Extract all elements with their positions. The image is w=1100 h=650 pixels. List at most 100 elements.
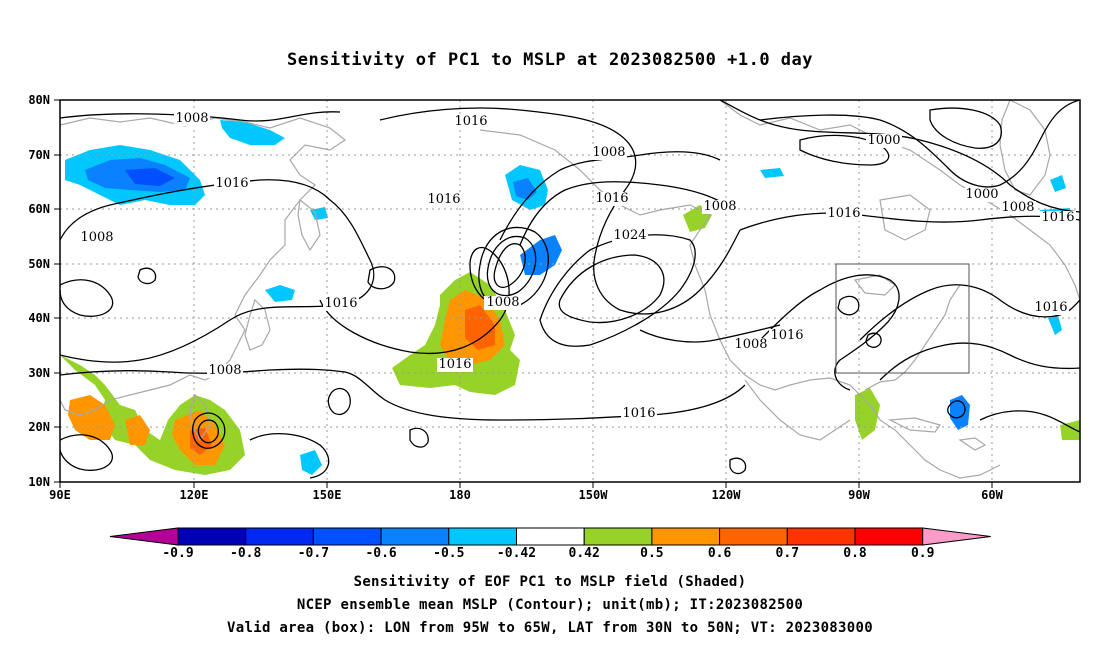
contour-label-background — [207, 364, 243, 378]
lat-tick-label: 80N — [28, 93, 50, 107]
coastline-kamchatka — [297, 198, 321, 252]
shade-negative-region — [300, 450, 322, 475]
colorbar-tick-label: 0.5 — [640, 546, 663, 561]
coastline-caribbean — [958, 437, 987, 451]
mslp-contour — [739, 212, 1080, 231]
shade-positive-region — [125, 415, 150, 445]
mslp-contour — [327, 387, 351, 416]
mslp-contour — [929, 107, 1002, 149]
colorbar-tick-label: -0.6 — [365, 546, 396, 561]
mslp-contour — [979, 410, 1080, 433]
longitude-axis: 90E 120E 150E 180 150W 120W 90W 60W — [49, 488, 1003, 502]
contour-label-background — [174, 112, 210, 126]
contour-label: 1016 — [1041, 210, 1074, 225]
contour-label: 1000 — [965, 187, 998, 202]
colorbar-labels: -0.9 -0.8 -0.7 -0.6 -0.5 -0.42 0.42 0.5 0.6 0.7 0.… — [162, 546, 934, 561]
mslp-contour-layer — [60, 100, 1080, 479]
colorbar-bin — [516, 527, 585, 546]
shade-positive-region — [68, 395, 115, 440]
mslp-contour — [558, 254, 665, 324]
lat-tick-label: 40N — [28, 311, 50, 325]
mslp-contour — [493, 243, 526, 288]
mslp-contour — [759, 274, 900, 391]
colorbar-tick-label: 0.9 — [911, 546, 934, 561]
lon-tick-label: 120W — [712, 488, 742, 502]
mslp-contour — [60, 279, 114, 317]
lon-tick-label: 180 — [449, 488, 471, 502]
lat-tick-label: 10N — [28, 475, 50, 489]
coastline-layer — [60, 100, 1080, 479]
contour-label: 1008 — [1001, 200, 1034, 215]
contour-label: 1016 — [595, 191, 628, 206]
shade-negative-region — [125, 168, 175, 186]
lon-tick-label: 90E — [49, 488, 71, 502]
caption-valid-area: Valid area (box): LON from 95W to 65W, L… — [227, 620, 873, 636]
contour-label: 1008 — [734, 337, 767, 352]
caption-shading: Sensitivity of EOF PC1 to MSLP field (Sh… — [353, 574, 747, 590]
mslp-contour — [60, 434, 113, 471]
mslp-contour — [249, 433, 330, 479]
axis-ticks — [54, 99, 993, 488]
contour-label-background — [826, 207, 862, 221]
contour-label-background — [964, 188, 1000, 202]
coastline-philippines — [189, 393, 211, 442]
lat-tick-label: 20N — [28, 420, 50, 434]
contour-label: 1008 — [208, 363, 241, 378]
mslp-contour — [367, 266, 396, 290]
shade-negative-region — [220, 120, 285, 145]
lon-tick-label: 60W — [981, 488, 1003, 502]
contour-label-background — [323, 297, 359, 311]
contour-label: 1016 — [770, 328, 803, 343]
contour-label: 1016 — [622, 406, 655, 421]
mslp-contour — [137, 267, 157, 285]
colorbar-tick-label: -0.7 — [298, 546, 329, 561]
mslp-contour — [759, 100, 1080, 188]
coastline-alaska — [479, 129, 1001, 479]
contour-label: 1016 — [438, 357, 471, 372]
shade-positive-region — [1060, 420, 1080, 440]
coastline-canada — [719, 100, 1080, 301]
contour-label: 1008 — [80, 230, 113, 245]
lon-tick-label: 120E — [180, 488, 209, 502]
colorbar-tick-label: 0.7 — [776, 546, 799, 561]
mslp-contour — [837, 295, 860, 316]
mslp-contour — [865, 332, 882, 348]
contour-label-background — [702, 200, 738, 214]
mslp-contour — [60, 179, 375, 363]
colorbar-bin — [245, 527, 314, 546]
colorbar-tick-label: -0.8 — [230, 546, 261, 561]
colorbar-bin — [380, 527, 450, 546]
contour-label: 1008 — [175, 111, 208, 126]
mslp-contour — [799, 134, 890, 166]
contour-label: 1016 — [427, 192, 460, 207]
lat-tick-label: 60N — [28, 202, 50, 216]
colorbar-bin — [312, 527, 382, 546]
shade-positive-region — [465, 305, 495, 350]
mslp-contour — [639, 324, 781, 343]
colorbar — [109, 527, 991, 546]
colorbar-low-extension — [109, 527, 179, 546]
colorbar-tick-label: 0.6 — [708, 546, 732, 561]
contour-label-background — [1040, 211, 1076, 225]
caption-contour: NCEP ensemble mean MSLP (Contour); unit(… — [296, 597, 804, 613]
colorbar-bin — [786, 527, 856, 546]
coastline-cuba — [887, 417, 941, 433]
mslp-contour — [409, 427, 429, 448]
contour-label-background — [426, 193, 462, 207]
contour-label: 1008 — [703, 199, 736, 214]
shade-positive-region — [855, 388, 880, 440]
lat-tick-label: 70N — [28, 148, 50, 162]
mslp-contour — [197, 419, 219, 444]
contour-label-background — [866, 134, 902, 148]
contour-label: 1016 — [215, 176, 248, 191]
contour-label: 1024 — [613, 228, 646, 243]
contour-label-background — [437, 358, 473, 372]
mslp-contour — [379, 107, 741, 315]
shade-negative-region — [520, 235, 562, 275]
lat-tick-label: 50N — [28, 257, 50, 271]
mslp-contour — [947, 400, 966, 419]
shade-negative-region — [265, 285, 295, 302]
mslp-contour — [519, 181, 736, 246]
